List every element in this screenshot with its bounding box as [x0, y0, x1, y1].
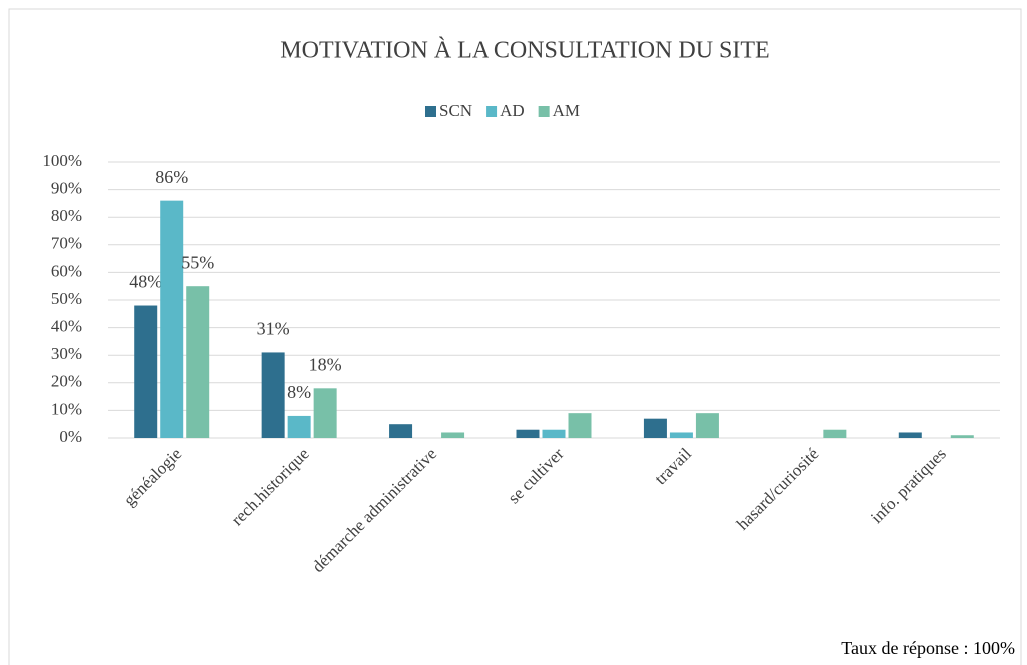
bar: [950, 435, 974, 438]
bar: [313, 388, 337, 438]
y-tick-label: 30%: [51, 344, 82, 363]
legend-swatch: [425, 106, 436, 117]
y-tick-label: 40%: [51, 317, 82, 336]
y-tick-label: 60%: [51, 261, 82, 280]
bar: [261, 352, 285, 438]
y-tick-label: 90%: [51, 179, 82, 198]
bar: [134, 305, 158, 438]
bar: [568, 413, 592, 438]
data-label: 55%: [181, 252, 214, 272]
bar: [669, 432, 693, 438]
bar: [389, 424, 413, 438]
y-tick-label: 70%: [51, 234, 82, 253]
bar: [287, 415, 311, 438]
bar: [516, 429, 540, 438]
y-tick-label: 100%: [42, 151, 82, 170]
legend-label: SCN: [439, 101, 472, 120]
bar: [441, 432, 465, 438]
bar: [695, 413, 719, 438]
y-tick-label: 10%: [51, 399, 82, 418]
data-label: 31%: [257, 319, 290, 339]
bar: [186, 286, 210, 438]
annotation: Taux de réponse : 100%: [841, 638, 1015, 658]
legend-label: AM: [553, 101, 580, 120]
bar: [898, 432, 922, 438]
bar: [643, 418, 667, 438]
bar: [160, 200, 184, 438]
legend-swatch: [486, 106, 498, 117]
legend-swatch: [538, 106, 550, 117]
legend-label: AD: [500, 101, 525, 120]
y-tick-label: 0%: [59, 427, 82, 446]
y-tick-label: 80%: [51, 206, 82, 225]
data-label: 48%: [129, 272, 162, 292]
data-label: 18%: [309, 354, 342, 374]
y-tick-label: 20%: [51, 372, 82, 391]
bar: [823, 429, 847, 438]
data-label: 86%: [155, 167, 188, 187]
chart-title: MOTIVATION À LA CONSULTATION DU SITE: [280, 38, 769, 64]
data-label: 8%: [287, 382, 311, 402]
y-tick-label: 50%: [51, 289, 82, 308]
bar: [542, 429, 566, 438]
